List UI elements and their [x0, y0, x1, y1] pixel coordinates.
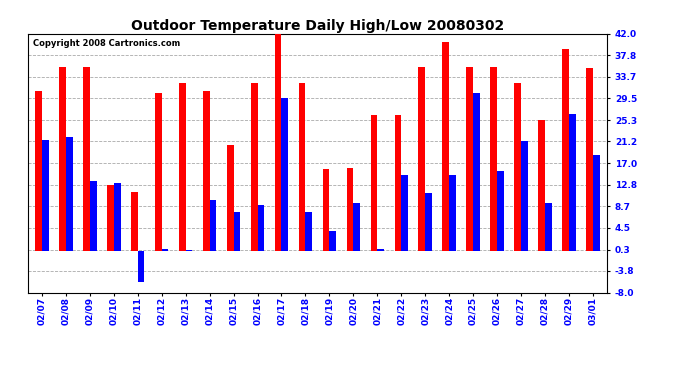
- Bar: [59, 68, 66, 251]
- Bar: [569, 114, 575, 251]
- Bar: [545, 203, 551, 251]
- Bar: [538, 120, 545, 251]
- Bar: [42, 140, 49, 251]
- Bar: [395, 115, 401, 251]
- Bar: [377, 249, 384, 251]
- Bar: [90, 181, 97, 251]
- Bar: [353, 204, 360, 251]
- Bar: [257, 204, 264, 251]
- Bar: [418, 68, 425, 251]
- Bar: [282, 99, 288, 251]
- Bar: [401, 174, 408, 251]
- Bar: [161, 249, 168, 251]
- Bar: [155, 93, 161, 251]
- Bar: [234, 212, 240, 251]
- Bar: [186, 249, 193, 251]
- Bar: [323, 170, 329, 251]
- Bar: [83, 68, 90, 251]
- Bar: [586, 68, 593, 251]
- Text: Copyright 2008 Cartronics.com: Copyright 2008 Cartronics.com: [33, 39, 181, 48]
- Bar: [35, 91, 42, 251]
- Bar: [138, 251, 144, 282]
- Bar: [346, 168, 353, 251]
- Bar: [473, 93, 480, 251]
- Bar: [491, 68, 497, 251]
- Bar: [251, 83, 257, 251]
- Bar: [449, 174, 456, 251]
- Bar: [329, 231, 336, 251]
- Bar: [593, 155, 600, 251]
- Bar: [275, 34, 282, 251]
- Bar: [442, 42, 449, 251]
- Bar: [466, 68, 473, 251]
- Bar: [210, 200, 217, 251]
- Bar: [521, 141, 528, 251]
- Bar: [514, 83, 521, 251]
- Bar: [371, 115, 377, 251]
- Bar: [179, 83, 186, 251]
- Bar: [497, 171, 504, 251]
- Bar: [66, 137, 72, 251]
- Bar: [107, 185, 114, 251]
- Bar: [131, 192, 138, 251]
- Bar: [203, 91, 210, 251]
- Bar: [299, 83, 306, 251]
- Bar: [227, 145, 234, 251]
- Bar: [425, 193, 432, 251]
- Bar: [562, 49, 569, 251]
- Bar: [306, 212, 312, 251]
- Bar: [114, 183, 121, 251]
- Title: Outdoor Temperature Daily High/Low 20080302: Outdoor Temperature Daily High/Low 20080…: [131, 19, 504, 33]
